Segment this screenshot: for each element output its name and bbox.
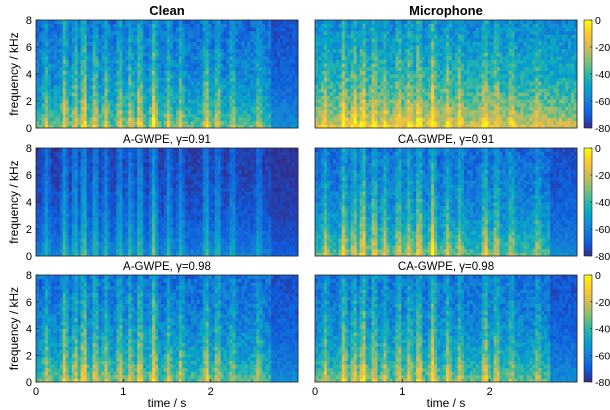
panel-4: CA-GWPE, γ=0.91 [314, 134, 578, 257]
colorbar-tick-label: -40 [595, 324, 610, 336]
colorbar-tick-label: 0 [595, 143, 601, 155]
colorbar-tick-label: 0 [595, 15, 601, 27]
x-axis-label: time / s [148, 396, 187, 410]
spectrogram-image [36, 20, 299, 129]
panel-6: CA-GWPE, γ=0.98 0 1 2 time / s [312, 261, 578, 410]
panel-3: A-GWPE, γ=0.91 0 2 4 6 8 frequency / kHz [7, 134, 299, 263]
y-tick-label: 0 [26, 377, 32, 389]
colorbar-tick-label: -20 [595, 297, 610, 309]
colorbar-tick-label: -40 [595, 69, 610, 81]
y-tick-label: 2 [26, 96, 32, 108]
panel-title: CA-GWPE, γ=0.91 [398, 134, 494, 146]
panel-5: A-GWPE, γ=0.98 0 2 4 6 8 frequency / kHz 0 1 2 tim… [7, 261, 299, 410]
y-tick-label: 6 [26, 297, 32, 309]
y-tick-label: 8 [26, 143, 32, 155]
spectrogram-image [315, 275, 578, 383]
spectrogram-image [36, 148, 299, 257]
x-axis-label: time / s [427, 396, 466, 410]
y-tick-label: 2 [26, 224, 32, 236]
panel-title: A-GWPE, γ=0.98 [123, 261, 211, 273]
spectrogram-image [36, 275, 299, 383]
y-tick-label: 0 [26, 251, 32, 263]
colorbar-tick-label: -80 [595, 251, 610, 263]
colorbar-tick-label: -40 [595, 197, 610, 209]
y-tick-label: 6 [26, 170, 32, 182]
y-tick-label: 4 [26, 197, 32, 209]
panel-title: Clean [149, 3, 184, 18]
colorbar-tick-label: -80 [595, 123, 610, 135]
y-tick-label: 4 [26, 324, 32, 336]
colorbar-tick-label: -60 [595, 350, 610, 362]
spectrogram-image [315, 20, 578, 129]
colorbar-tick-label: -60 [595, 96, 610, 108]
plot-frame [314, 147, 578, 257]
x-tick-label: 0 [33, 386, 39, 398]
y-axis-label: frequency / kHz [7, 287, 21, 370]
colorbar: 0 -20 -40 -60 -80 [583, 143, 610, 263]
x-tick-label: 1 [399, 386, 405, 398]
x-tick-label: 2 [487, 386, 493, 398]
x-tick-label: 2 [208, 386, 214, 398]
spectrogram-image [315, 148, 578, 257]
y-tick-label: 2 [26, 350, 32, 362]
colorbar-tick-label: -20 [595, 170, 610, 182]
colorbar: 0 -20 -40 -60 -80 [583, 15, 610, 135]
y-axis-label: frequency / kHz [7, 160, 21, 243]
panel-1: Clean 0 2 4 6 8 frequency / kHz [7, 3, 299, 135]
y-tick-label: 4 [26, 69, 32, 81]
colorbar: 0 -20 -40 -60 -80 [583, 270, 610, 389]
y-tick-label: 8 [26, 270, 32, 282]
y-tick-label: 6 [26, 42, 32, 54]
colorbar-tick-label: -80 [595, 377, 610, 389]
colorbar-tick-label: -60 [595, 224, 610, 236]
x-tick-label: 0 [312, 386, 318, 398]
plot-frame [314, 19, 578, 129]
plot-frame [314, 274, 578, 383]
colorbar-tick-label: -20 [595, 42, 610, 54]
panel-title: A-GWPE, γ=0.91 [123, 134, 211, 146]
panel-title: CA-GWPE, γ=0.98 [398, 261, 494, 273]
y-tick-label: 8 [26, 15, 32, 27]
y-tick-label: 0 [26, 123, 32, 135]
colorbar-tick-label: 0 [595, 270, 601, 282]
panel-2: Microphone [314, 3, 578, 129]
x-tick-label: 1 [120, 386, 126, 398]
panel-title: Microphone [409, 3, 483, 18]
y-axis-label: frequency / kHz [7, 32, 21, 115]
